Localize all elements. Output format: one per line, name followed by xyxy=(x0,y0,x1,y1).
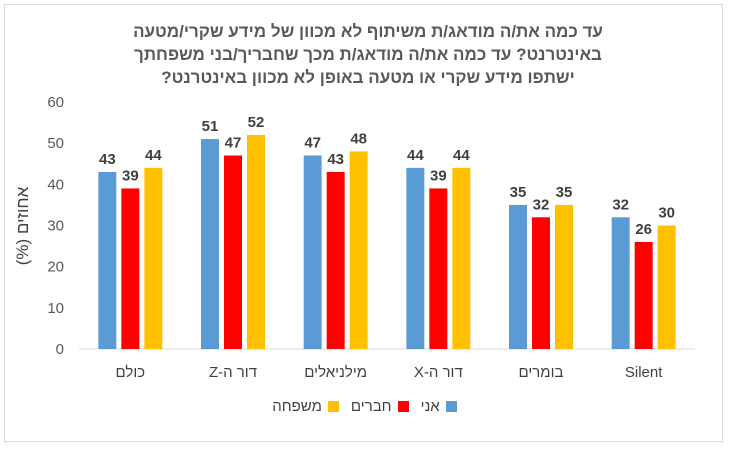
y-tick-label: 30 xyxy=(47,218,64,235)
x-category-label: דור ה-Z xyxy=(209,364,257,381)
bar xyxy=(406,167,425,349)
legend-item: אני xyxy=(421,398,457,415)
bar xyxy=(224,155,242,349)
bar xyxy=(121,188,140,349)
bar xyxy=(634,241,653,349)
chart-title-line-2: באינטרנט? עד כמה את/ה מודאג/ת מכך שחבריך… xyxy=(134,45,602,64)
data-labels-group: 43 39 44 51 47 52 47 43 48 44 39 44 35 32 35 32 26 30 xyxy=(99,114,675,238)
data-label: 43 xyxy=(99,151,116,168)
data-label: 32 xyxy=(612,196,629,213)
chart-title-line-1: עד כמה את/ה מודאג/ת משיתוף לא מכוון של מ… xyxy=(133,22,603,41)
x-category-label: בומרים xyxy=(519,364,564,381)
data-label: 47 xyxy=(304,135,321,152)
legend-label: אני xyxy=(420,398,440,415)
data-label: 44 xyxy=(407,147,424,164)
data-label: 44 xyxy=(453,147,470,164)
bar xyxy=(657,225,676,349)
legend-swatch xyxy=(397,401,409,412)
bar xyxy=(349,151,368,349)
data-label: 32 xyxy=(533,196,550,213)
y-tick-label: 0 xyxy=(56,341,64,358)
bar xyxy=(303,155,322,349)
bar xyxy=(611,217,630,349)
y-tick-label: 40 xyxy=(47,176,64,193)
y-tick-label: 10 xyxy=(47,300,64,317)
legend-swatch xyxy=(327,401,339,412)
y-tick-label: 60 xyxy=(47,94,64,111)
x-axis-categories: כולם דור ה-Z מילניאלים דור ה-X בומרים Silent xyxy=(116,364,664,381)
y-tick-label: 20 xyxy=(47,259,64,276)
bar xyxy=(555,204,573,349)
bar xyxy=(247,134,265,349)
legend-item: משפחה xyxy=(272,398,339,415)
legend-label: משפחה xyxy=(272,398,322,415)
x-category-label: כולם xyxy=(116,364,146,381)
data-label: 39 xyxy=(122,167,139,184)
bar xyxy=(452,167,471,349)
bar xyxy=(98,171,117,349)
bar xyxy=(144,167,163,349)
data-label: 44 xyxy=(145,147,162,164)
bar xyxy=(532,217,550,349)
data-label: 30 xyxy=(658,205,675,222)
data-label: 43 xyxy=(327,151,344,168)
data-label: 35 xyxy=(556,184,573,201)
x-category-label: Silent xyxy=(625,364,663,381)
legend-swatch xyxy=(445,401,457,412)
bar xyxy=(429,188,448,349)
y-tick-label: 50 xyxy=(47,135,64,152)
legend-item: חברים xyxy=(351,398,409,415)
bars-group xyxy=(98,134,676,349)
data-label: 26 xyxy=(635,221,652,238)
chart-title-line-3: ישתפו מידע שקרי או מטעה באופן לא מכוון ב… xyxy=(161,68,575,87)
x-category-label: מילניאלים xyxy=(304,364,367,381)
data-label: 52 xyxy=(248,114,265,131)
y-axis: 0 10 20 30 40 50 60 xyxy=(47,94,64,358)
legend-label: חברים xyxy=(350,398,392,415)
data-label: 48 xyxy=(350,130,367,147)
y-axis-title: אחוזים (%) xyxy=(13,186,32,265)
chart-title: עד כמה את/ה מודאג/ת משיתוף לא מכוון של מ… xyxy=(40,20,696,89)
bar xyxy=(326,171,345,349)
legend: אני חברים משפחה xyxy=(0,398,729,415)
data-label: 47 xyxy=(225,135,242,152)
bar xyxy=(509,204,527,349)
data-label: 39 xyxy=(430,167,447,184)
x-category-label: דור ה-X xyxy=(414,364,463,381)
data-label: 51 xyxy=(202,118,219,135)
bar xyxy=(201,139,219,349)
data-label: 35 xyxy=(510,184,527,201)
